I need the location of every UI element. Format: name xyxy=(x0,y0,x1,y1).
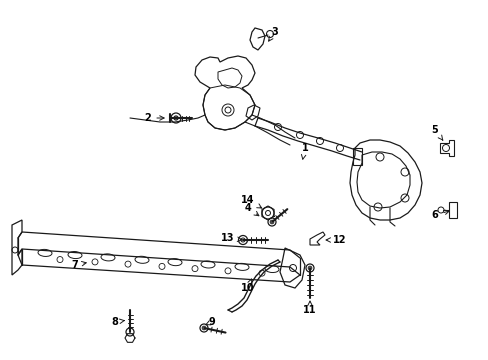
Text: 4: 4 xyxy=(244,203,258,216)
Text: 10: 10 xyxy=(241,279,254,293)
Text: 1: 1 xyxy=(301,143,308,159)
Text: 8: 8 xyxy=(111,317,124,327)
Text: 9: 9 xyxy=(205,317,215,327)
Text: 2: 2 xyxy=(144,113,164,123)
Text: 12: 12 xyxy=(325,235,346,245)
Text: 5: 5 xyxy=(431,125,442,140)
Text: 11: 11 xyxy=(303,301,316,315)
Text: 3: 3 xyxy=(268,27,278,41)
Text: 7: 7 xyxy=(71,260,86,270)
Text: 14: 14 xyxy=(241,195,261,208)
Text: 13: 13 xyxy=(221,233,242,243)
Text: 6: 6 xyxy=(431,210,448,220)
